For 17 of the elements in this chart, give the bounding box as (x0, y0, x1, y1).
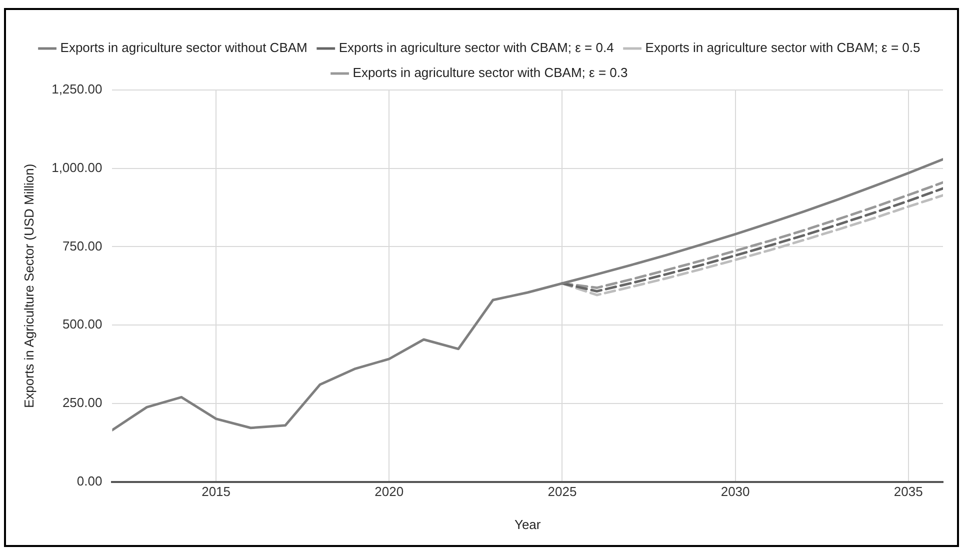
y-axis-title: Exports in Agriculture Sector (USD Million) (21, 164, 36, 408)
legend-label: Exports in agriculture sector with CBAM; ε = 0.5 (645, 40, 920, 56)
x-axis-title: Year (514, 516, 542, 532)
x-tick-label: 2025 (548, 484, 577, 500)
legend-label: Exports in agriculture sector with CBAM; ε = 0.4 (338, 40, 614, 56)
y-tick-label: 1,000.00 (52, 160, 102, 175)
x-tick-label: 2030 (720, 484, 750, 500)
x-tick-label: 2035 (894, 484, 923, 500)
y-tick-label: 250.00 (62, 395, 102, 410)
y-tick-label: 750.00 (62, 238, 102, 254)
x-tick-label: 2020 (374, 484, 404, 500)
y-tick-label: 0.00 (76, 473, 102, 488)
y-tick-label: 500.00 (62, 316, 102, 332)
x-tick-label: 2015 (202, 484, 231, 500)
y-tick-label: 1,250.00 (52, 82, 102, 97)
legend-label: Exports in agriculture sector without CBAM (60, 40, 308, 56)
legend-label: Exports in agriculture sector with CBAM; ε = 0.3 (352, 65, 628, 80)
